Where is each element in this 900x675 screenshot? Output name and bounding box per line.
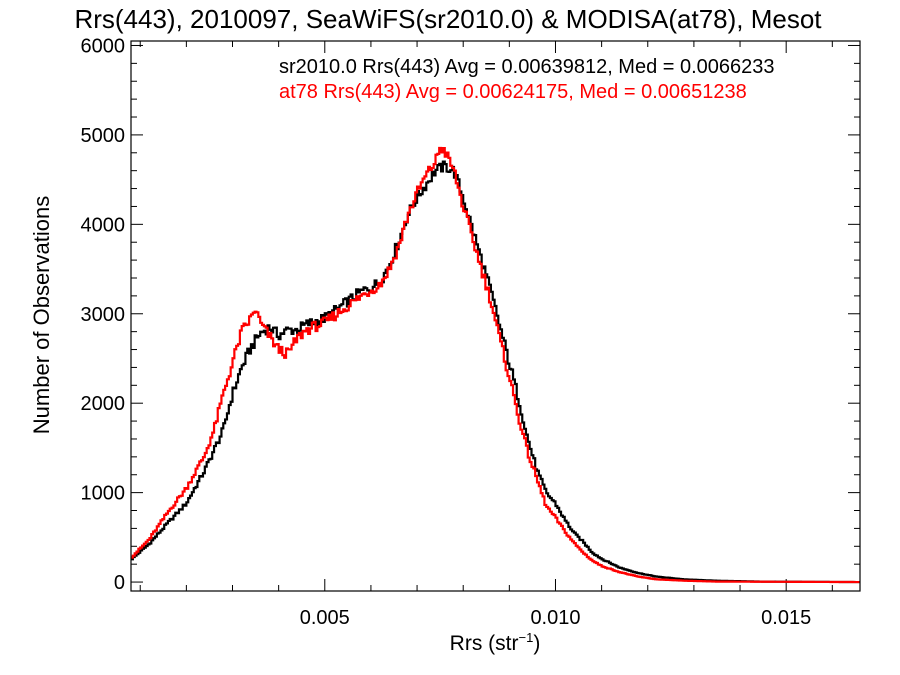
x-axis-label: Rrs (str−1) (450, 630, 541, 655)
legend-at78: at78 Rrs(443) Avg = 0.00624175, Med = 0.… (279, 81, 747, 103)
axis-ticks (131, 41, 860, 591)
y-axis-label: Number of Observations (29, 196, 54, 434)
y-tick-label: 2000 (81, 393, 126, 415)
y-tick-label: 3000 (81, 304, 126, 326)
y-tick-label: 6000 (81, 35, 126, 57)
x-tick-label: 0.010 (530, 607, 580, 629)
x-tick-label: 0.005 (300, 607, 350, 629)
x-axis-label-exponent: −1 (519, 630, 534, 645)
y-tick-label: 1000 (81, 483, 126, 505)
x-axis-label-close: ) (533, 632, 540, 655)
x-axis-label-text: Rrs (str (450, 632, 519, 655)
x-tick-label: 0.015 (761, 607, 811, 629)
series-line-at78 (131, 146, 860, 584)
axis-tick-labels: 0 1000 2000 3000 4000 5000 6000 0.005 0.010 0.015 (81, 35, 812, 629)
y-tick-label: 4000 (81, 214, 126, 236)
legend-sr2010: sr2010.0 Rrs(443) Avg = 0.00639812, Med … (279, 56, 775, 78)
y-tick-label: 0 (114, 572, 125, 594)
chart-title: Rrs(443), 2010097, SeaWiFS(sr2010.0) & M… (74, 4, 822, 34)
plot-frame (130, 40, 861, 592)
series-lines (131, 146, 860, 584)
y-tick-label: 5000 (81, 125, 126, 147)
series-line-sr2010-0 (131, 160, 860, 584)
